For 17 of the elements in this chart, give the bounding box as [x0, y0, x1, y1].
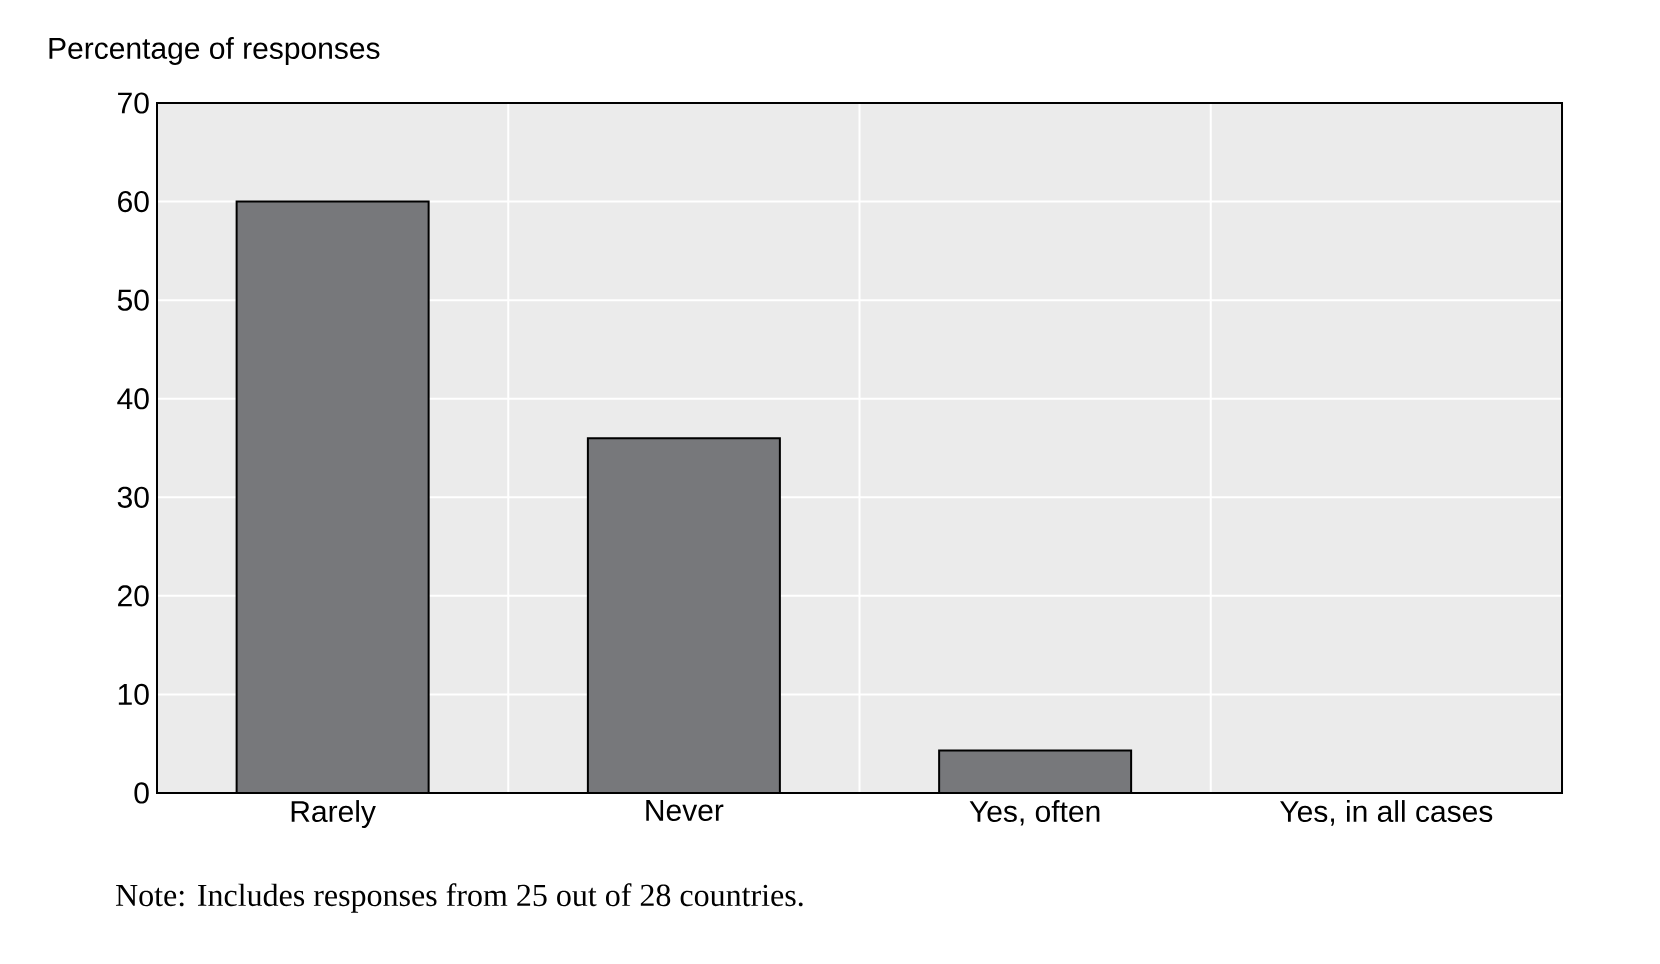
y-axis-title: Percentage of responses [49, 36, 380, 65]
x-tick-label: Yes, often [969, 800, 1100, 826]
y-tick-label: 70 [118, 92, 149, 114]
bar [586, 437, 781, 793]
y-tick-label: 50 [117, 289, 149, 311]
y-tick-label: 60 [118, 190, 149, 213]
y-tick-label: 0 [134, 782, 149, 804]
y-tick-label: 20 [118, 585, 149, 607]
y-tick-label: 30 [117, 486, 149, 508]
y-tick-label: 40 [117, 388, 149, 410]
text: Note: Includes responses from 25 out of 28 countries. [115, 883, 803, 913]
y-tick-label: 10 [118, 683, 149, 706]
x-tick-label: Yes, in all cases [1280, 800, 1493, 826]
x-tick-label: Never [646, 800, 724, 821]
bar [235, 200, 430, 793]
x-tick-label: Rarely [291, 800, 376, 829]
bar [938, 749, 1133, 793]
